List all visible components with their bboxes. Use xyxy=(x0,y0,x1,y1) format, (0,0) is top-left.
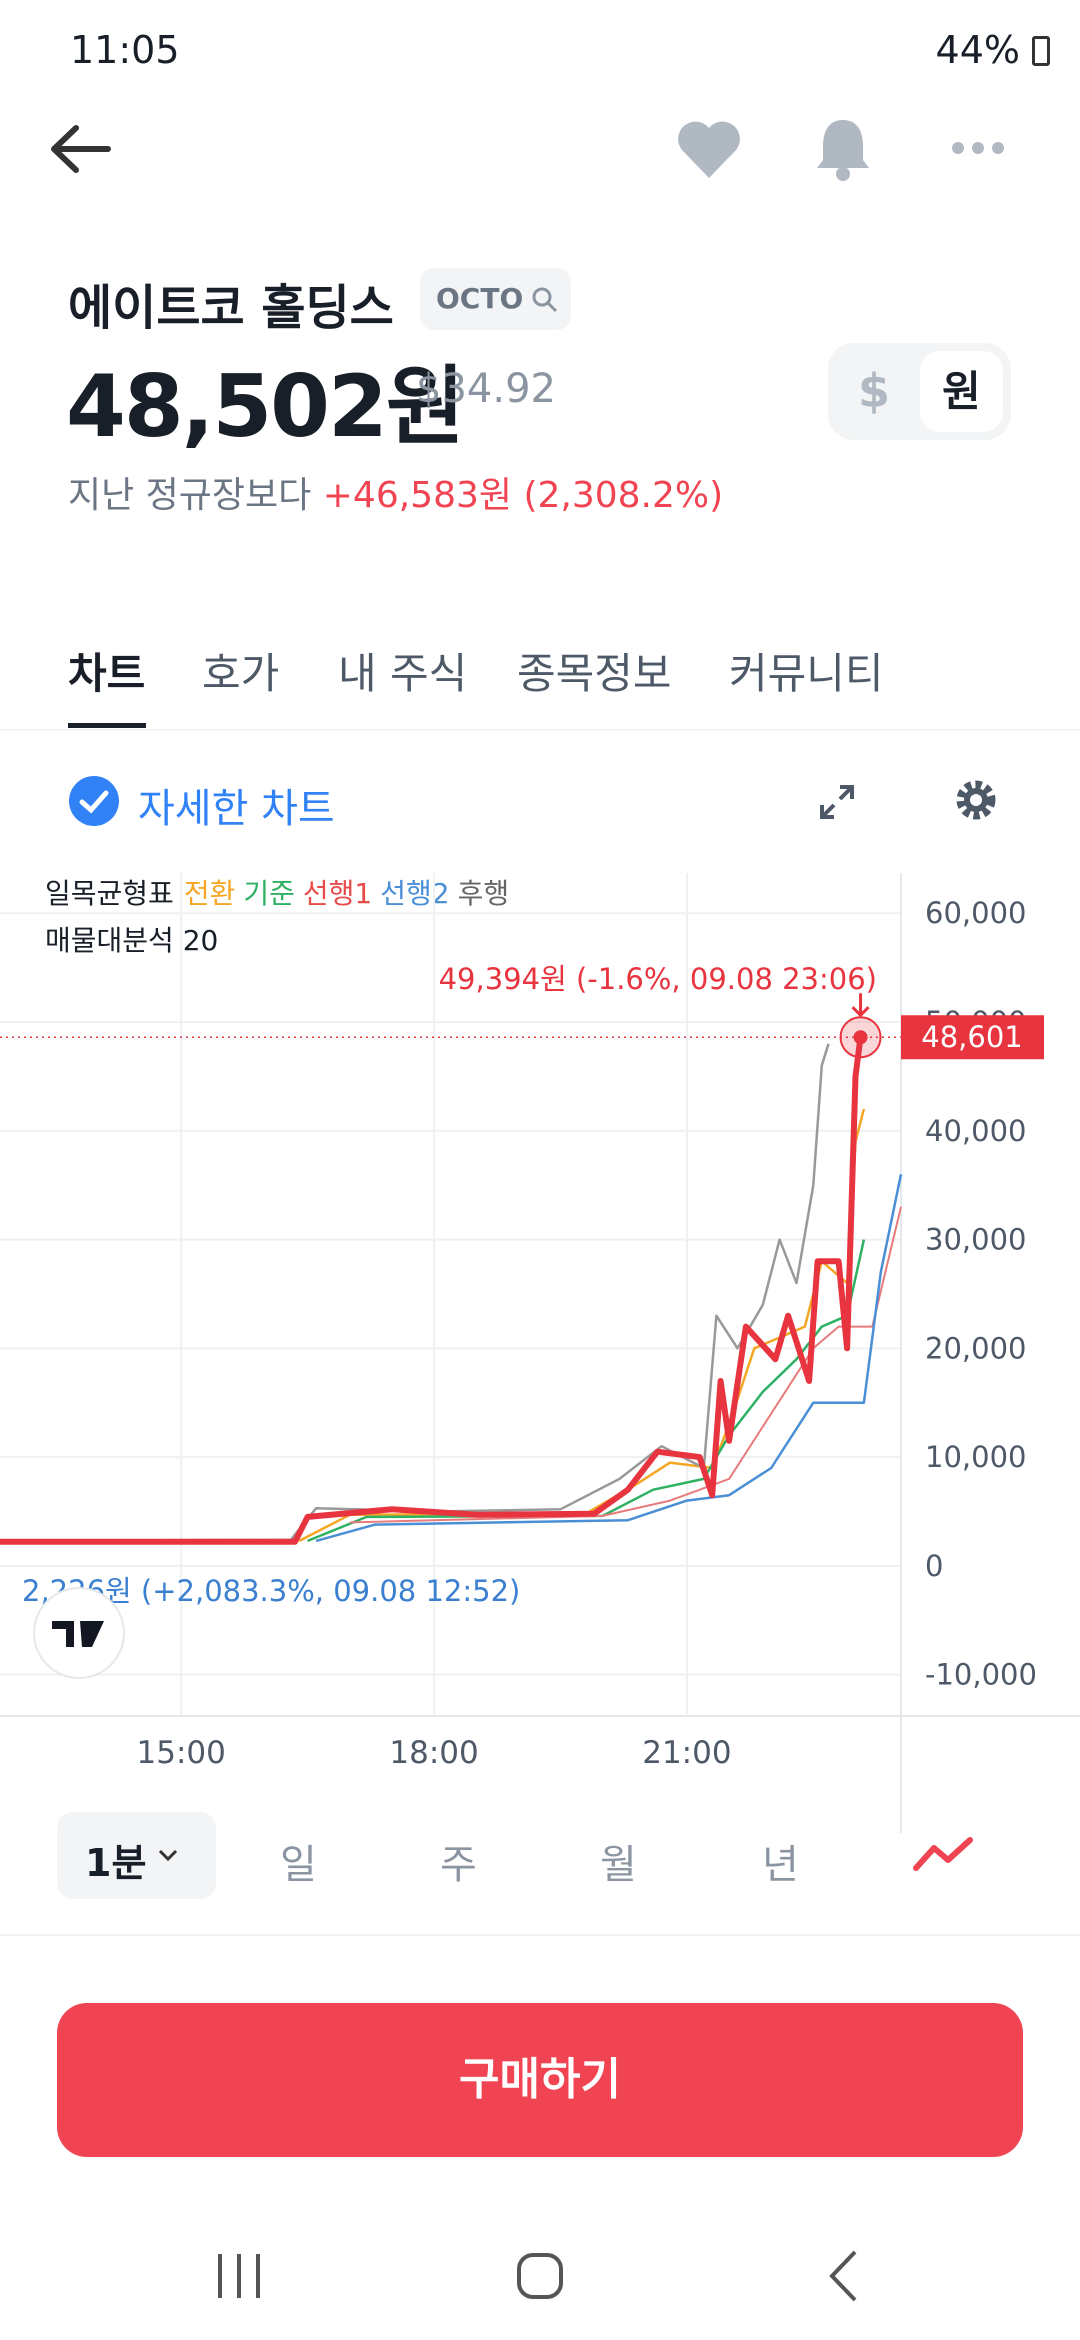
ticker-badge[interactable]: OCTO xyxy=(420,268,572,330)
change-row: 지난 정규장보다 +46,583원 (2,308.2%) xyxy=(68,466,723,518)
current-price-tag xyxy=(901,1015,1044,1060)
period[interactable]: 일 xyxy=(280,1842,317,1888)
series-line xyxy=(315,1174,903,1543)
currency-usd[interactable]: $ xyxy=(857,364,890,418)
period[interactable]: 주 xyxy=(440,1842,477,1888)
period-selected[interactable]: 1분 xyxy=(57,1812,216,1899)
current-price-label: 48,601 xyxy=(921,1020,1022,1054)
tradingview-logo xyxy=(33,1587,125,1679)
legend-entry: 기준 xyxy=(243,877,295,910)
x-tick-label: 18:00 xyxy=(389,1735,478,1771)
legend-entry: 후행 xyxy=(458,877,510,910)
more-button[interactable] xyxy=(950,140,1006,156)
chart: 일목균형표 전환 기준 선행1 선행2 후행 매물대분석 20 -10,000010,00… xyxy=(0,873,1080,1833)
period[interactable]: 월 xyxy=(600,1842,637,1888)
nav-back-button[interactable] xyxy=(829,2250,857,2302)
y-tick-label: 40,000 xyxy=(925,1114,1026,1148)
alert-button[interactable] xyxy=(815,116,871,182)
change-value: +46,583원 (2,308.2%) xyxy=(322,475,724,516)
period[interactable]: 년 xyxy=(762,1842,799,1888)
tab[interactable]: 호가 xyxy=(202,649,280,698)
y-tick-label: 20,000 xyxy=(925,1331,1026,1365)
high-arrow xyxy=(851,993,870,1018)
y-tick-label: 0 xyxy=(925,1549,943,1583)
y-tick-label: 60,000 xyxy=(925,896,1026,930)
currency-krw[interactable]: 원 xyxy=(920,351,1003,432)
y-tick-label: 10,000 xyxy=(925,1440,1026,1474)
usd-price: $34.92 xyxy=(416,366,556,412)
legend-entry: 선행1 xyxy=(303,877,372,910)
tab-indicator xyxy=(68,723,146,728)
x-tick-label: 15:00 xyxy=(137,1735,226,1771)
settings-button[interactable] xyxy=(952,776,1000,824)
x-tick-label: 21:00 xyxy=(642,1735,731,1771)
legend: 일목균형표 전환 기준 선행1 선행2 후행 xyxy=(45,877,509,910)
expand-button[interactable] xyxy=(818,783,856,821)
back-button[interactable] xyxy=(48,124,112,174)
favorite-button[interactable] xyxy=(676,120,742,180)
high-annotation: 49,394원 (-1.6%, 09.08 23:06) xyxy=(439,962,877,996)
detail-chart-label[interactable]: 자세한 차트 xyxy=(138,786,335,832)
tab[interactable]: 종목정보 xyxy=(517,649,672,698)
legend-entry: 선행2 xyxy=(380,877,449,910)
home-button[interactable] xyxy=(517,2253,563,2299)
tab[interactable]: 차트 xyxy=(68,649,146,698)
divider xyxy=(0,1934,1080,1936)
tab[interactable]: 커뮤니티 xyxy=(729,649,884,698)
volume-profile-label: 매물대분석 20 xyxy=(45,924,218,957)
legend-entry: 전환 xyxy=(184,877,236,910)
buy-button[interactable]: 구매하기 xyxy=(57,2003,1023,2157)
chevron xyxy=(158,1849,178,1862)
series-line xyxy=(0,1036,864,1545)
plot: -10,000010,00020,00030,00040,00050,00060… xyxy=(0,873,1080,1833)
tab[interactable]: 내 주식 xyxy=(338,649,468,698)
change-label: 지난 정규장보다 xyxy=(68,475,312,516)
status-battery: 44% xyxy=(935,28,1020,72)
price: 48,502원 xyxy=(66,357,465,457)
search-icon xyxy=(532,287,558,313)
navigation-bar xyxy=(218,2250,857,2302)
checkbox[interactable] xyxy=(68,775,120,827)
series-line xyxy=(349,1206,902,1524)
series-line xyxy=(298,1108,866,1543)
battery-icon xyxy=(1032,36,1050,66)
stock-name: 에이트코 홀딩스 xyxy=(68,280,394,336)
current-price-dot xyxy=(853,1030,868,1045)
chart-style-button[interactable] xyxy=(912,1836,974,1872)
period-label: 1분 xyxy=(85,1841,147,1885)
legend-title: 일목균형표 xyxy=(45,877,174,910)
currency-toggle[interactable]: $ 원 xyxy=(828,343,1011,440)
recent-apps-button[interactable] xyxy=(218,2254,260,2298)
y-tick-label: 30,000 xyxy=(925,1223,1026,1257)
divider xyxy=(0,729,1080,731)
ticker: OCTO xyxy=(436,282,524,315)
y-tick-label: -10,000 xyxy=(925,1658,1037,1692)
status-time: 11:05 xyxy=(70,28,180,72)
